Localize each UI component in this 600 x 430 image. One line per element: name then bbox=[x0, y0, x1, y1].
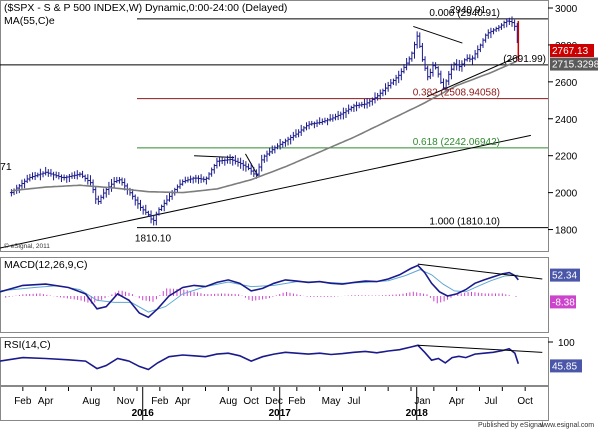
rsi-y-tick-label: 100 bbox=[558, 338, 575, 349]
time-tick-label: Feb bbox=[151, 396, 169, 407]
copyright-text: © eSignal, 2011 bbox=[4, 242, 50, 250]
price-annotations: 2940.91 1810.10 2767.13 2715.32981 bbox=[135, 5, 600, 245]
time-tick-label: Oct bbox=[243, 396, 259, 407]
price-annotation: 2940.91 bbox=[450, 5, 487, 16]
time-tick-label: Aug bbox=[219, 396, 237, 407]
fibonacci-labels: 0.000 (2940.91) (2691.99) 0.382 (2508.9405… bbox=[413, 8, 546, 228]
time-tick-label: Jul bbox=[485, 396, 498, 407]
ma-value-box bbox=[550, 57, 598, 71]
price-y-tick-label: 2000 bbox=[555, 189, 578, 200]
year-label: 2017 bbox=[269, 408, 292, 419]
fib-label: 1.000 (1810.10) bbox=[429, 217, 500, 228]
macd-value: 52.34 bbox=[552, 271, 577, 282]
rsi-extras: 45.85 bbox=[417, 344, 582, 373]
price-annotation: 1810.10 bbox=[135, 234, 172, 245]
macd-panel-frame bbox=[0, 257, 549, 333]
published-url: www.esignal.com bbox=[539, 422, 594, 429]
macd-value-box bbox=[550, 268, 580, 282]
macd-line bbox=[0, 264, 519, 319]
time-tick-label: May bbox=[322, 396, 341, 407]
last-price-box bbox=[550, 43, 594, 57]
price-y-tick-label: 2600 bbox=[555, 78, 578, 89]
trendline bbox=[0, 134, 531, 249]
left-edge-label: 71 bbox=[0, 161, 12, 173]
last-price-value: 2767.13 bbox=[552, 46, 589, 57]
time-tick-label: Jan bbox=[414, 396, 430, 407]
time-tick-label: Apr bbox=[38, 396, 54, 407]
time-tick-label: Feb bbox=[288, 396, 306, 407]
macd-extras: 52.34 -8.38 bbox=[417, 263, 580, 309]
rsi-title: RSI(14,C) bbox=[4, 339, 51, 351]
time-tick-label: Nov bbox=[117, 396, 135, 407]
trendline bbox=[413, 25, 463, 44]
trendline bbox=[426, 55, 520, 98]
price-y-tick-label: 2400 bbox=[555, 115, 578, 126]
published-by: Published by eSignal bbox=[478, 422, 544, 429]
time-axis-frame bbox=[0, 386, 549, 421]
time-tick-label: Feb bbox=[14, 396, 32, 407]
rsi-value: 45.85 bbox=[552, 361, 577, 372]
rsi-value-box bbox=[550, 359, 582, 373]
price-y-tick-label: 3000 bbox=[555, 4, 578, 15]
fib-label: 0.382 (2508.94058) bbox=[413, 88, 500, 99]
macd-hist-value: -8.38 bbox=[552, 297, 575, 308]
chart-title: ($SPX - S & P 500 INDEX,W) Dynamic,0:00-… bbox=[4, 2, 287, 14]
time-axis: Feb Apr Aug Nov Feb Apr Aug Oct Dec Feb May Jul Jan A… bbox=[14, 387, 533, 420]
time-tick-label: Apr bbox=[449, 396, 465, 407]
macd-hist-value-box bbox=[550, 295, 576, 309]
year-label: 2016 bbox=[132, 408, 155, 419]
rsi-line bbox=[0, 344, 520, 371]
price-y-tick-label: 2200 bbox=[555, 152, 578, 163]
macd-divergence-line bbox=[417, 263, 543, 280]
fib-label: (2691.99) bbox=[503, 54, 546, 65]
rsi-grid: 100 bbox=[548, 338, 575, 349]
ma-value: 2715.32981 bbox=[552, 60, 600, 71]
rsi-panel-frame bbox=[0, 337, 549, 386]
price-panel-frame bbox=[0, 0, 549, 252]
trendline bbox=[245, 153, 259, 177]
macd-title: MACD(12,26,9,C) bbox=[4, 259, 87, 271]
ma55-line bbox=[11, 60, 517, 194]
time-tick-label: Jul bbox=[348, 396, 361, 407]
time-tick-label: Aug bbox=[82, 396, 100, 407]
time-tick-label: Apr bbox=[175, 396, 191, 407]
price-y-tick-label: 1800 bbox=[555, 226, 578, 237]
time-tick-label: Oct bbox=[517, 396, 533, 407]
rsi-divergence-line bbox=[417, 344, 543, 353]
price-bars bbox=[9, 16, 520, 226]
ma-legend: MA(55,C)e bbox=[4, 15, 55, 27]
time-tick-label: Dec bbox=[265, 396, 283, 407]
fib-label: 0.618 (2242.06942) bbox=[413, 137, 500, 148]
year-label: 2018 bbox=[406, 408, 429, 419]
fib-label: 0.000 (2940.91) bbox=[429, 8, 500, 19]
